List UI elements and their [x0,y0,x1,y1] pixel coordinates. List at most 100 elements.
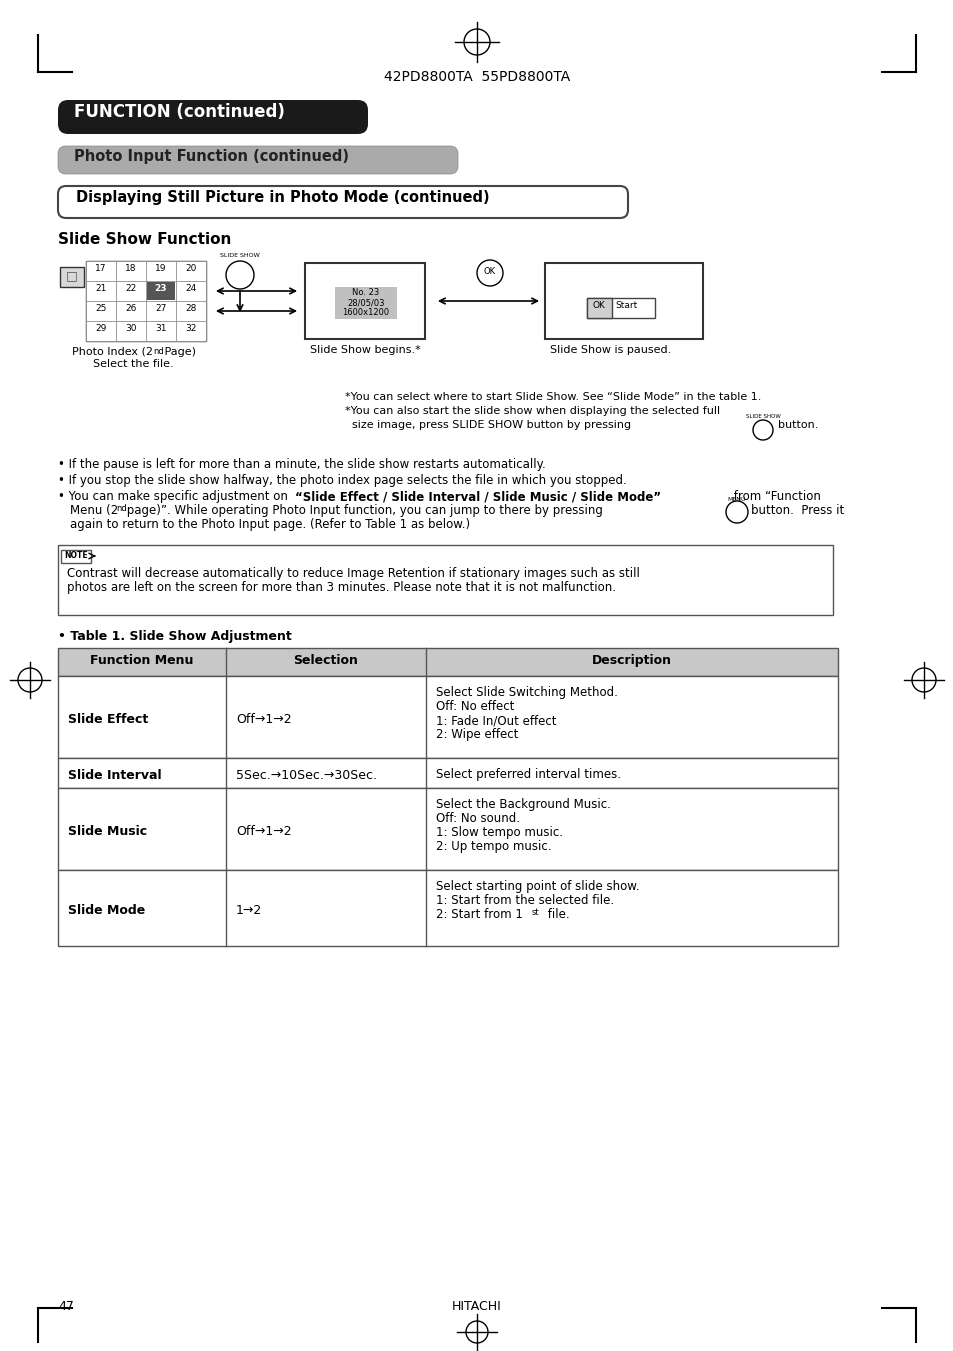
Text: 17: 17 [95,263,107,273]
Text: 32: 32 [185,324,196,332]
Bar [116,261,146,281]
Text: nd: nd [116,504,127,513]
Text: 2: Up tempo music.: 2: Up tempo music. [436,840,551,852]
Bar [61,550,91,563]
Text: 2: Wipe effect: 2: Wipe effect [436,728,517,740]
Bar [544,263,702,339]
Bar [116,301,146,322]
Text: • If you stop the slide show halfway, the photo index page selects the file in w: • If you stop the slide show halfway, th… [58,474,626,486]
Bar [586,299,655,317]
Text: Contrast will decrease automatically to reduce Image Retention if stationary ima: Contrast will decrease automatically to … [67,567,639,580]
Text: • You can make specific adjustment on: • You can make specific adjustment on [58,490,292,503]
Text: 28/05/03: 28/05/03 [347,299,384,307]
Text: 23: 23 [154,284,167,293]
Text: 1: Fade In/Out effect: 1: Fade In/Out effect [436,713,556,727]
Bar [58,676,837,758]
Bar [146,301,175,322]
Text: 1: Start from the selected file.: 1: Start from the selected file. [436,894,614,907]
Bar [58,648,837,676]
Text: • If the pause is left for more than a minute, the slide show restarts automatic: • If the pause is left for more than a m… [58,458,545,471]
Text: page)”. While operating Photo Input function, you can jump to there by pressing: page)”. While operating Photo Input func… [123,504,602,517]
Text: NOTE: NOTE [64,551,88,561]
Text: MENU: MENU [727,497,745,503]
Text: SLIDE SHOW: SLIDE SHOW [745,413,780,419]
Text: 27: 27 [155,304,167,313]
Text: 47: 47 [58,1300,73,1313]
Text: nd: nd [152,347,164,357]
Text: button.  Press it: button. Press it [750,504,843,517]
Bar [116,322,146,340]
Text: 2: Start from 1: 2: Start from 1 [436,908,522,921]
Bar [586,299,612,317]
Text: 30: 30 [125,324,136,332]
Text: 42PD8800TA  55PD8800TA: 42PD8800TA 55PD8800TA [383,70,570,84]
Text: Off: No sound.: Off: No sound. [436,812,519,825]
Bar [175,261,206,281]
Text: Page): Page) [161,347,195,357]
Bar [58,758,837,788]
Text: 20: 20 [185,263,196,273]
Text: Displaying Still Picture in Photo Mode (continued): Displaying Still Picture in Photo Mode (… [76,190,489,205]
Text: 22: 22 [125,284,136,293]
Text: Slide Show begins.*: Slide Show begins.* [310,345,420,355]
Text: 24: 24 [185,284,196,293]
Bar [305,263,424,339]
Text: Slide Interval: Slide Interval [68,769,161,782]
Text: 1→2: 1→2 [235,904,262,917]
Bar [175,301,206,322]
Text: Select Slide Switching Method.: Select Slide Switching Method. [436,686,618,698]
Bar [147,282,174,300]
Text: size image, press SLIDE SHOW button by pressing: size image, press SLIDE SHOW button by p… [345,420,631,430]
Text: 1600x1200: 1600x1200 [342,308,389,317]
Text: Function Menu: Function Menu [91,654,193,667]
Text: 28: 28 [185,304,196,313]
Text: 26: 26 [125,304,136,313]
Text: Select the file.: Select the file. [92,359,173,369]
Text: “Slide Effect / Slide Interval / Slide Music / Slide Mode”: “Slide Effect / Slide Interval / Slide M… [294,490,660,503]
Text: HITACHI: HITACHI [452,1300,501,1313]
Text: Select starting point of slide show.: Select starting point of slide show. [436,880,639,893]
Text: st: st [532,908,539,917]
Bar [335,286,396,319]
Text: Selection: Selection [294,654,358,667]
Text: photos are left on the screen for more than 3 minutes. Please note that it is no: photos are left on the screen for more t… [67,581,616,594]
Text: *You can select where to start Slide Show. See “Slide Mode” in the table 1.: *You can select where to start Slide Sho… [345,392,760,403]
Text: FUNCTION (continued): FUNCTION (continued) [74,103,285,122]
Text: OK: OK [592,301,605,309]
Bar [58,788,837,870]
FancyBboxPatch shape [58,186,627,218]
Text: Start: Start [615,301,637,309]
Text: 29: 29 [95,324,107,332]
Text: file.: file. [543,908,569,921]
Text: □: □ [66,269,78,282]
Text: 1: Slow tempo music.: 1: Slow tempo music. [436,825,562,839]
Text: Off→1→2: Off→1→2 [235,825,292,838]
Bar [86,261,116,281]
Text: 31: 31 [155,324,167,332]
Text: Photo Input Function (continued): Photo Input Function (continued) [74,149,349,163]
Text: again to return to the Photo Input page. (Refer to Table 1 as below.): again to return to the Photo Input page.… [70,517,470,531]
Text: OK: OK [483,267,496,276]
Bar [86,261,206,340]
Text: from “Function: from “Function [729,490,820,503]
Text: 18: 18 [125,263,136,273]
Text: Slide Show is paused.: Slide Show is paused. [550,345,671,355]
Bar [86,281,116,301]
Text: Slide Show Function: Slide Show Function [58,232,232,247]
Bar [58,870,837,946]
Text: Slide Effect: Slide Effect [68,713,148,725]
Text: 25: 25 [95,304,107,313]
Bar [86,301,116,322]
Text: 5Sec.→10Sec.→30Sec.: 5Sec.→10Sec.→30Sec. [235,769,376,782]
Bar [86,322,116,340]
Bar [146,261,175,281]
Text: 21: 21 [95,284,107,293]
Text: Description: Description [592,654,671,667]
Text: No. 23: No. 23 [352,288,379,297]
FancyBboxPatch shape [58,146,457,174]
Text: Photo Index (2: Photo Index (2 [71,347,152,357]
Bar [146,322,175,340]
Text: Select the Background Music.: Select the Background Music. [436,798,610,811]
Text: Off→1→2: Off→1→2 [235,713,292,725]
Bar [58,544,832,615]
